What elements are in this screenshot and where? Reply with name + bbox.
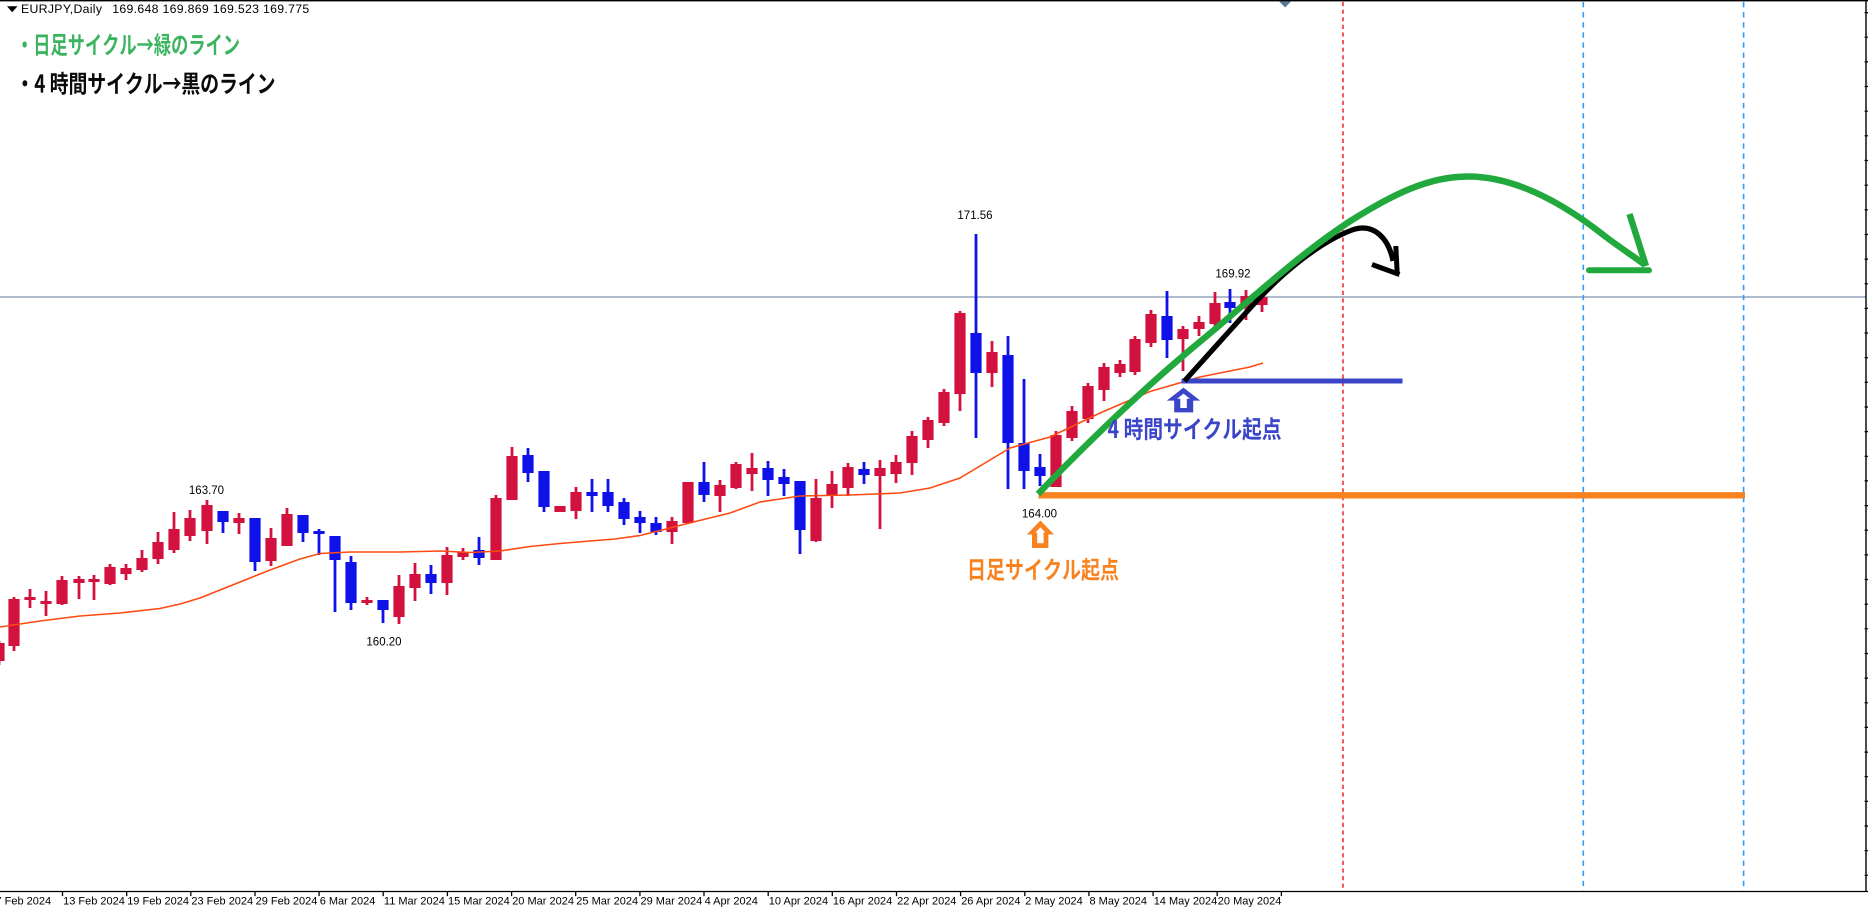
svg-text:15 Mar 2024: 15 Mar 2024 (448, 896, 510, 907)
svg-text:4 Apr 2024: 4 Apr 2024 (705, 896, 758, 907)
svg-text:23 Feb 2024: 23 Feb 2024 (191, 896, 253, 907)
svg-text:10 Apr 2024: 10 Apr 2024 (769, 896, 828, 907)
svg-text:169.92: 169.92 (1215, 269, 1250, 281)
svg-text:25 Mar 2024: 25 Mar 2024 (576, 896, 638, 907)
svg-text:7 Feb 2024: 7 Feb 2024 (0, 896, 51, 907)
svg-text:171.56: 171.56 (957, 210, 992, 222)
svg-text:20 May 2024: 20 May 2024 (1218, 896, 1282, 907)
svg-text:22 Apr 2024: 22 Apr 2024 (897, 896, 956, 907)
svg-text:20 Mar 2024: 20 Mar 2024 (512, 896, 574, 907)
svg-text:19 Feb 2024: 19 Feb 2024 (127, 896, 189, 907)
svg-text:14 May 2024: 14 May 2024 (1154, 896, 1218, 907)
svg-text:163.70: 163.70 (189, 485, 224, 497)
svg-text:169.648 169.869 169.523 169.77: 169.648 169.869 169.523 169.775 (112, 2, 309, 16)
svg-text:11 Mar 2024: 11 Mar 2024 (384, 896, 445, 907)
svg-text:164.00: 164.00 (1022, 509, 1057, 521)
svg-text:6 Mar 2024: 6 Mar 2024 (320, 896, 376, 907)
svg-text:29 Mar 2024: 29 Mar 2024 (641, 896, 703, 907)
svg-text:2 May 2024: 2 May 2024 (1025, 896, 1082, 907)
svg-text:13 Feb 2024: 13 Feb 2024 (63, 896, 125, 907)
svg-text:26 Apr 2024: 26 Apr 2024 (961, 896, 1020, 907)
svg-text:160.20: 160.20 (366, 637, 401, 649)
svg-text:8 May 2024: 8 May 2024 (1090, 896, 1147, 907)
svg-text:29 Feb 2024: 29 Feb 2024 (256, 896, 318, 907)
svg-text:16 Apr 2024: 16 Apr 2024 (833, 896, 892, 907)
svg-text:EURJPY,Daily: EURJPY,Daily (21, 2, 103, 16)
